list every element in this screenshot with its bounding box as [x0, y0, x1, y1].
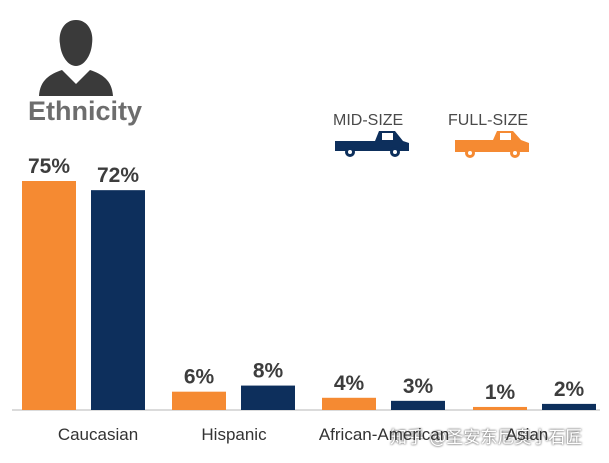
bar-full-size-caucasian [22, 181, 76, 410]
data-label: 8% [253, 360, 284, 383]
mid-size-truck-icon [335, 131, 409, 157]
bar-full-size-asian [473, 406, 527, 410]
watermark: 知乎 @圣安东尼奥小石匠 [390, 428, 583, 448]
data-label: 6% [184, 366, 215, 389]
bar-full-size-hispanic [172, 391, 226, 410]
full-size-truck-icon [455, 131, 529, 158]
category-label: Asian [506, 425, 549, 444]
data-label: 1% [485, 381, 516, 404]
category-label: Caucasian [58, 425, 138, 444]
data-label: 2% [554, 378, 585, 401]
person-silhouette-icon [39, 20, 113, 96]
legend-label-mid-size: MID-SIZE [333, 112, 404, 129]
data-label: 75% [28, 155, 70, 178]
category-label: Hispanic [201, 425, 267, 444]
bar-mid-size-hispanic [241, 385, 295, 410]
bar-mid-size-african-american [391, 400, 445, 410]
bar-full-size-african-american [322, 397, 376, 410]
bar-mid-size-caucasian [91, 190, 145, 410]
data-label: 4% [334, 372, 365, 395]
legend-label-full-size: FULL-SIZE [448, 112, 529, 129]
bar-mid-size-asian [542, 403, 596, 410]
chart-title: Ethnicity [28, 96, 143, 126]
data-label: 3% [403, 375, 434, 398]
category-label: African-American [319, 425, 449, 444]
data-label: 72% [97, 164, 139, 187]
